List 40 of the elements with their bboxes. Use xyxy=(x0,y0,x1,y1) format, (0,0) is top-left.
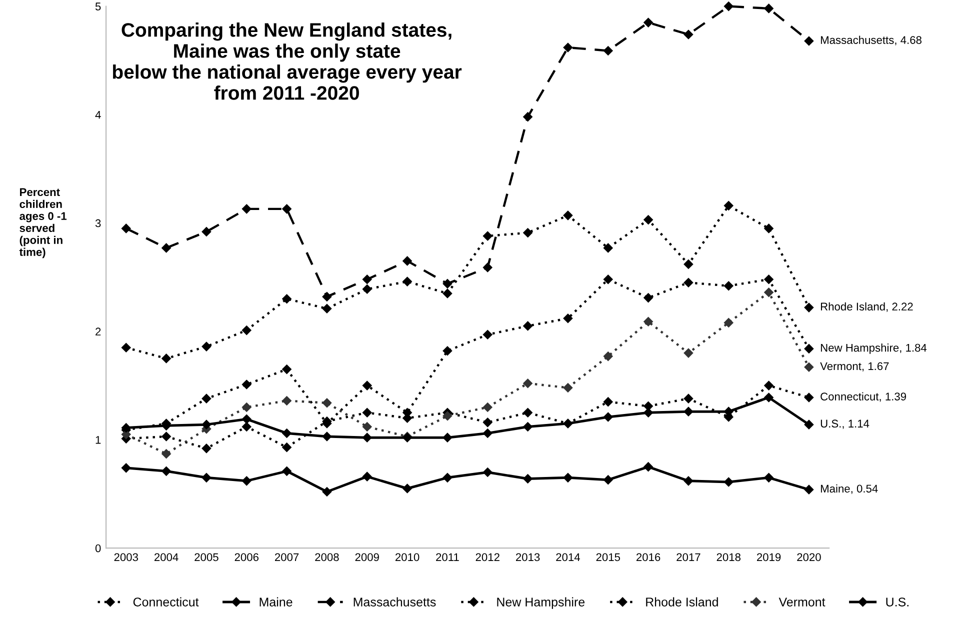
x-tick-label: 2012 xyxy=(476,553,500,562)
x-tick-label: 2014 xyxy=(556,553,580,562)
legend-label: Vermont xyxy=(778,598,826,606)
annotation: U.S., 1.14 xyxy=(820,420,870,429)
x-tick-label: 2013 xyxy=(516,553,540,562)
x-tick-label: 2020 xyxy=(797,553,821,562)
annotation: New Hampshire, 1.84 xyxy=(820,344,927,354)
x-tick-label: 2015 xyxy=(596,553,620,562)
x-tick-label: 2019 xyxy=(756,553,781,562)
legend-label: Rhode Island xyxy=(646,597,718,606)
legend-label: New Hampshire xyxy=(497,597,585,609)
x-tick-label: 2005 xyxy=(194,553,218,562)
y-tick-label: 0 xyxy=(95,544,101,552)
x-tick-label: 2003 xyxy=(114,553,138,562)
x-tick-label: 2017 xyxy=(676,553,700,562)
y-tick-label: 2 xyxy=(96,328,101,336)
x-tick-label: 2016 xyxy=(636,553,660,562)
legend-label: Maine xyxy=(260,597,292,606)
legend-label: U.S. xyxy=(886,598,908,606)
y-tick-label: 5 xyxy=(95,2,101,10)
annotation: Massachusetts, 4.68 xyxy=(820,36,922,46)
annotation: Rhode Island, 2.22 xyxy=(820,302,913,312)
x-tick-label: 2008 xyxy=(315,553,339,562)
x-tick-label: 2009 xyxy=(355,553,379,562)
y-tick-label: 3 xyxy=(95,219,101,228)
legend-label: Massachusetts xyxy=(354,597,436,606)
annotation: Maine, 0.54 xyxy=(820,484,878,494)
text: Comparing the New England states, Maine was the only state below the national average every year from 2011 -2020 xyxy=(113,22,462,100)
x-tick-label: 2007 xyxy=(274,553,299,562)
y-axis-title: Percent children ages 0 -1 served (point in time) xyxy=(19,188,67,258)
x-tick-label: 2018 xyxy=(716,553,740,562)
legend-label: Connecticut xyxy=(133,597,199,606)
x-tick-label: 2011 xyxy=(436,553,459,562)
x-tick-label: 2010 xyxy=(395,553,420,562)
x-tick-label: 2004 xyxy=(154,553,178,562)
annotation: Vermont, 1.67 xyxy=(820,362,889,372)
annotation: Connecticut, 1.39 xyxy=(820,392,906,402)
y-tick-label: 4 xyxy=(95,111,101,119)
y-tick-label: 1 xyxy=(96,436,101,444)
x-tick-label: 2006 xyxy=(234,553,258,562)
